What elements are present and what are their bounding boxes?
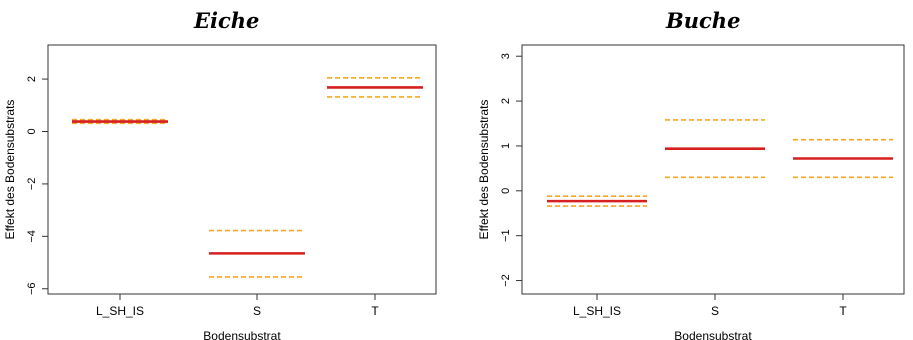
y-tick-label: 2	[26, 76, 38, 82]
y-tick-label: −6	[26, 282, 38, 295]
x-tick-label: L_SH_IS	[96, 304, 144, 318]
y-axis-label: Effekt des Bodensubstrats	[477, 100, 491, 240]
y-tick-label: −2	[500, 274, 512, 287]
x-tick-label: L_SH_IS	[573, 304, 621, 318]
x-tick-label: T	[839, 304, 847, 318]
y-tick-label: −2	[26, 178, 38, 191]
y-tick-label: −4	[26, 230, 38, 243]
y-axis-label: Effekt des Bodensubstrats	[3, 100, 17, 240]
y-tick-label: −1	[500, 229, 512, 242]
y-tick-label: 1	[500, 143, 512, 149]
y-tick-label: 2	[500, 98, 512, 104]
chart-title-eiche: Eiche	[194, 8, 260, 33]
chart-title-buche: Buche	[666, 8, 741, 33]
x-tick-label: T	[371, 304, 379, 318]
x-tick-label: S	[711, 304, 719, 318]
chart-eiche: −6 −4 −2 0 2 L_SH_IS S T Bodensubstrat Effekt des…	[3, 44, 437, 340]
y-tick-label: 0	[500, 188, 512, 194]
x-tick-label: S	[253, 304, 261, 318]
y-tick-label: 0	[26, 128, 38, 134]
chart-buche: −2 −1 0 1 2 3 L_SH_IS S T Bodensubstrat Effekt des…	[477, 44, 905, 340]
plot-frame	[47, 44, 437, 295]
plot-frame	[521, 44, 905, 295]
y-tick-label: 3	[500, 53, 512, 59]
x-axis-label: Bodensubstrat	[203, 329, 281, 340]
x-axis-label: Bodensubstrat	[674, 329, 752, 340]
